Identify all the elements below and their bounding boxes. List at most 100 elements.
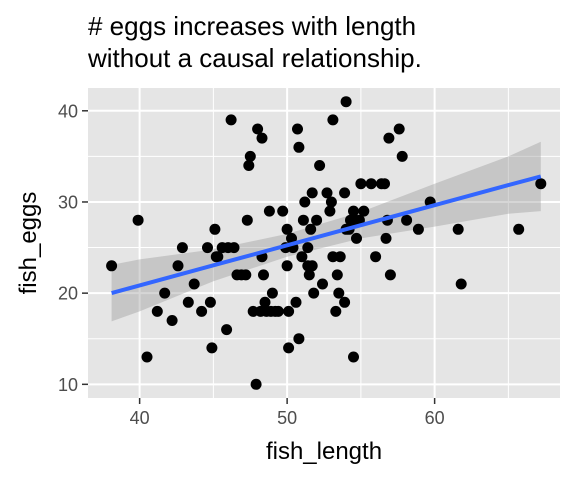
chart-title-line-1: # eggs increases with length [88,11,416,41]
data-point [302,242,314,254]
data-point [393,123,405,135]
data-point [299,196,311,208]
confidence-band [111,141,541,322]
y-tick-label: 30 [58,192,78,212]
data-point [365,178,377,190]
y-tick-label: 20 [58,284,78,304]
data-point [283,342,295,354]
data-point [106,260,118,272]
data-point [348,351,359,363]
data-point [333,287,345,299]
data-point [172,260,184,272]
data-point [202,242,213,254]
data-point [308,287,320,299]
data-point [379,178,390,190]
x-tick-label: 50 [277,408,297,428]
data-point [292,123,303,135]
data-point [324,205,336,217]
y-axis: 10 20 30 40 [58,101,88,395]
data-point [259,296,271,308]
plot-panel [88,88,560,398]
data-point [277,205,289,217]
trend-line [111,174,542,296]
data-point [250,378,262,390]
data-point [412,223,424,235]
data-point [314,160,326,171]
data-point [263,205,275,217]
data-point [358,205,370,217]
x-tick-label: 40 [130,408,150,428]
minor-gridlines [88,88,560,398]
data-point [266,287,278,299]
data-point [256,132,268,144]
data-point [151,305,163,317]
data-point [286,232,297,244]
data-point [325,196,337,208]
data-point [296,251,308,263]
data-point [281,260,293,272]
data-point [311,214,323,226]
data-point [166,315,178,326]
data-point [272,305,284,317]
data-point [228,242,240,254]
data-point [330,305,342,317]
data-point [383,132,395,144]
y-tick-label: 10 [58,375,78,395]
data-point [182,296,194,308]
data-point [331,269,343,281]
data-point [252,123,264,135]
data-point [225,114,237,126]
data-point [306,260,318,272]
data-point [209,223,221,235]
data-point [334,251,346,263]
data-point [159,287,171,299]
data-point [204,296,216,308]
data-point [513,223,525,235]
data-point [396,150,408,162]
data-point [303,269,315,281]
data-point [351,232,362,244]
data-point [283,305,295,317]
chart-title-line-2: without a causal relationship. [87,43,422,73]
data-point [401,214,413,226]
data-point [327,114,339,126]
data-point [221,324,233,336]
data-point [348,205,359,217]
data-point [452,223,464,235]
data-point [455,278,467,290]
data-point [306,187,318,199]
data-point [244,150,256,162]
data-point [297,214,309,226]
data-point [384,269,396,281]
y-axis-title: fish_eggs [15,192,42,295]
data-point [258,269,269,281]
data-point [188,278,200,290]
data-point [281,223,293,235]
data-point [240,269,252,281]
data-point [339,187,351,199]
data-point [370,251,382,263]
data-point [293,333,305,345]
data-point [355,178,367,190]
data-point [305,223,317,235]
data-point [321,187,333,199]
data-point [317,278,328,290]
data-points [106,96,547,390]
data-point [535,178,547,190]
x-tick-label: 60 [425,408,445,428]
data-point [243,160,255,171]
x-axis: 40 50 60 [130,398,445,428]
data-point [176,242,188,254]
data-point [340,96,352,108]
data-point [196,305,208,317]
x-axis-title: fish_length [266,438,382,465]
data-point [290,296,302,308]
data-point [293,141,305,153]
y-tick-label: 40 [58,101,78,121]
data-point [339,296,351,308]
data-point [206,342,218,354]
data-point [380,232,392,244]
data-point [132,214,144,226]
data-point [241,214,253,226]
